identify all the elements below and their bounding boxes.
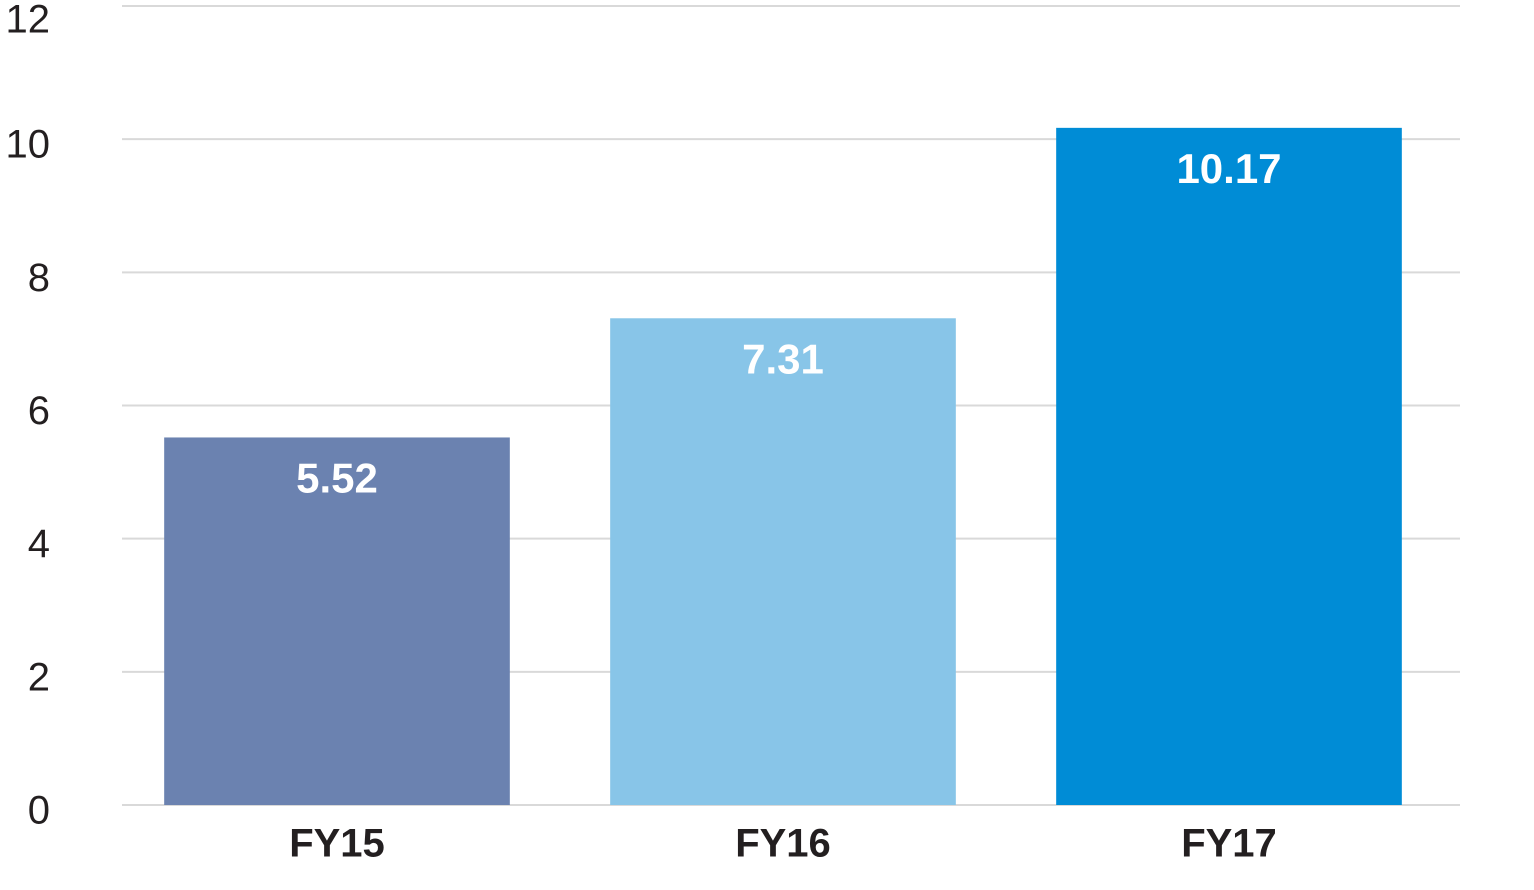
bar [1056, 127, 1402, 805]
value-label: 7.31 [742, 335, 824, 382]
y-tick-label: 12 [6, 0, 51, 42]
x-tick-label: FY17 [1181, 822, 1277, 866]
y-tick-label: 10 [6, 123, 51, 167]
y-tick-label: 0 [28, 789, 50, 833]
y-tick-label: 6 [28, 389, 50, 433]
y-tick-label: 4 [28, 522, 50, 566]
y-tick-label: 8 [28, 256, 50, 300]
bar [610, 318, 956, 805]
x-tick-label: FY16 [735, 822, 831, 866]
y-tick-label: 2 [28, 655, 50, 699]
bar [164, 437, 510, 805]
value-label: 5.52 [296, 455, 378, 502]
value-label: 10.17 [1176, 145, 1281, 192]
x-tick-label: FY15 [289, 822, 385, 866]
